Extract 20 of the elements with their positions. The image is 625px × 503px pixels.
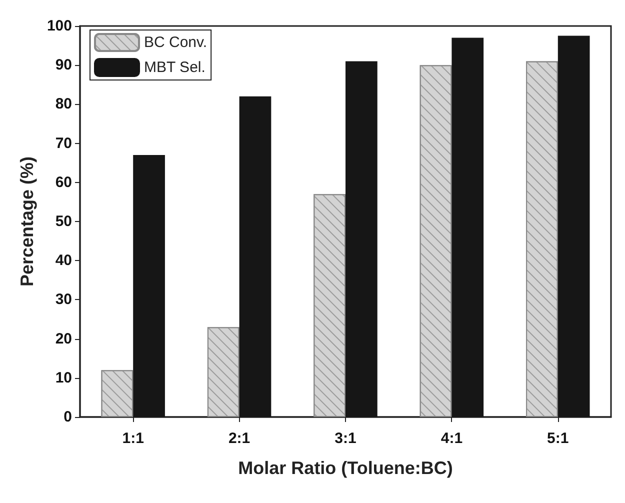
y-tick-label: 60: [55, 174, 72, 191]
y-tick-label: 70: [55, 134, 72, 152]
y-tick-label: 100: [46, 18, 72, 34]
y-tick-label: 50: [55, 213, 72, 230]
x-tick-label: 1:1: [122, 430, 144, 447]
y-axis-title: Percentage (%): [17, 156, 38, 287]
y-tick-label: 30: [55, 291, 72, 308]
x-tick-label: 4:1: [440, 430, 463, 447]
x-tick-label: 5:1: [547, 430, 569, 447]
legend-label: MBT Sel.: [144, 59, 206, 76]
x-tick-label: 2:1: [228, 430, 250, 447]
y-tick-label: 20: [55, 330, 72, 348]
x-tick-label: 3:1: [334, 430, 356, 447]
y-tick-label: 80: [55, 96, 72, 113]
y-tick-label: 10: [55, 369, 72, 386]
y-tick-label: 40: [55, 252, 72, 270]
legend-label: BC Conv.: [144, 34, 208, 51]
x-axis-title: Molar Ratio (Toluene:BC): [238, 458, 453, 478]
y-tick-label: 90: [55, 56, 72, 74]
y-tick-label: 0: [64, 408, 72, 426]
